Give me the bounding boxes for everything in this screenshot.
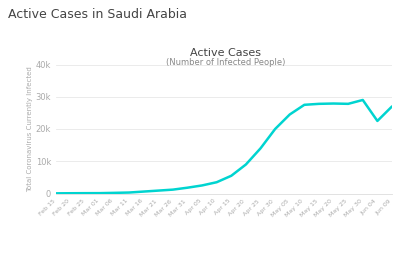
Text: Active Cases: Active Cases	[190, 48, 262, 58]
Text: (Number of Infected People): (Number of Infected People)	[166, 58, 286, 67]
Text: Active Cases in Saudi Arabia: Active Cases in Saudi Arabia	[8, 8, 187, 21]
Y-axis label: Total Coronavirus Currently Infected: Total Coronavirus Currently Infected	[27, 66, 33, 192]
